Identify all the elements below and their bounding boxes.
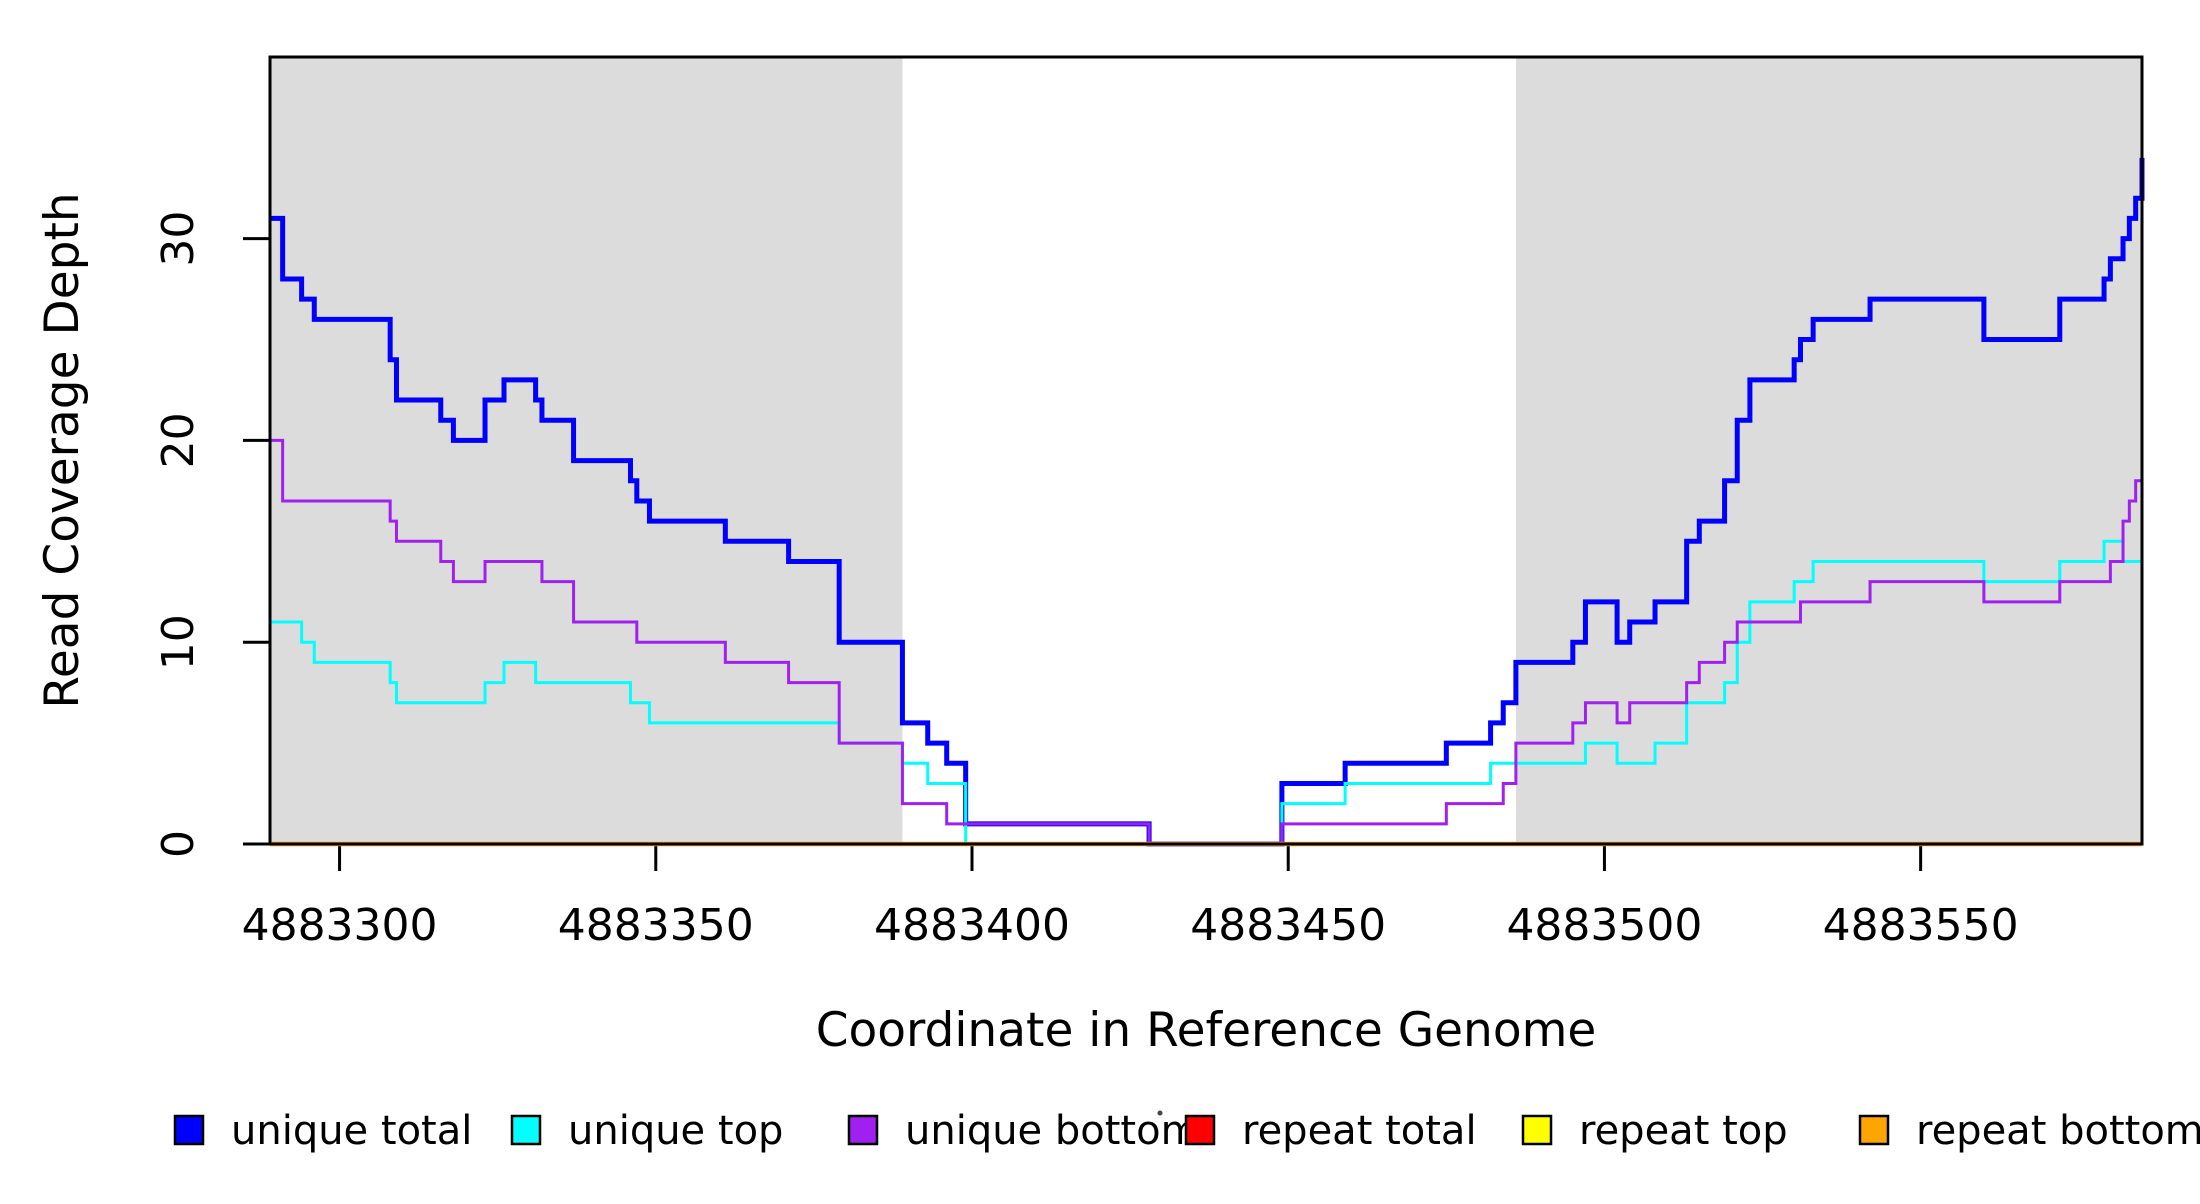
x-tick-label: 4883300 [242,900,438,951]
legend-swatch-unique-total [173,1114,205,1146]
legend-label-repeat-bottom: repeat bottom [1916,1108,2200,1154]
legend-swatch-unique-bottom [847,1114,879,1146]
y-tick-label: 20 [153,412,204,468]
legend-swatch-repeat-total [1184,1114,1216,1146]
y-tick-label: 30 [153,211,204,267]
x-tick-label: 4883350 [558,900,754,951]
plot-border [268,55,2144,846]
x-tick-label: 4883500 [1506,900,1702,951]
y-tick-label: 0 [153,830,204,858]
x-tick-label: 4883450 [1190,900,1386,951]
x-tick-label: 4883550 [1823,900,2019,951]
legend-swatch-unique-top [510,1114,542,1146]
legend-label-unique-top: unique top [568,1108,783,1154]
x-axis-title: Coordinate in Reference Genome [816,1003,1597,1058]
legend-swatch-repeat-top [1521,1114,1553,1146]
shaded-region-1 [1515,57,2142,844]
stray-dot [1157,1110,1163,1116]
y-tick-label: 10 [153,614,204,670]
legend-label-repeat-top: repeat top [1579,1108,1788,1154]
legend-label-unique-bottom: unique bottom [905,1108,1200,1154]
series-line-unique-top [270,521,2144,846]
series-line-unique-total [270,157,2145,847]
legend-swatch-repeat-bottom [1858,1114,1890,1146]
legend-label-unique-total: unique total [231,1108,472,1154]
shaded-region-0 [270,57,903,844]
legend-label-repeat-total: repeat total [1242,1108,1477,1154]
series-line-unique-bottom [270,438,2142,846]
x-tick-label: 4883400 [874,900,1070,951]
y-axis-title: Read Coverage Depth [35,192,90,708]
